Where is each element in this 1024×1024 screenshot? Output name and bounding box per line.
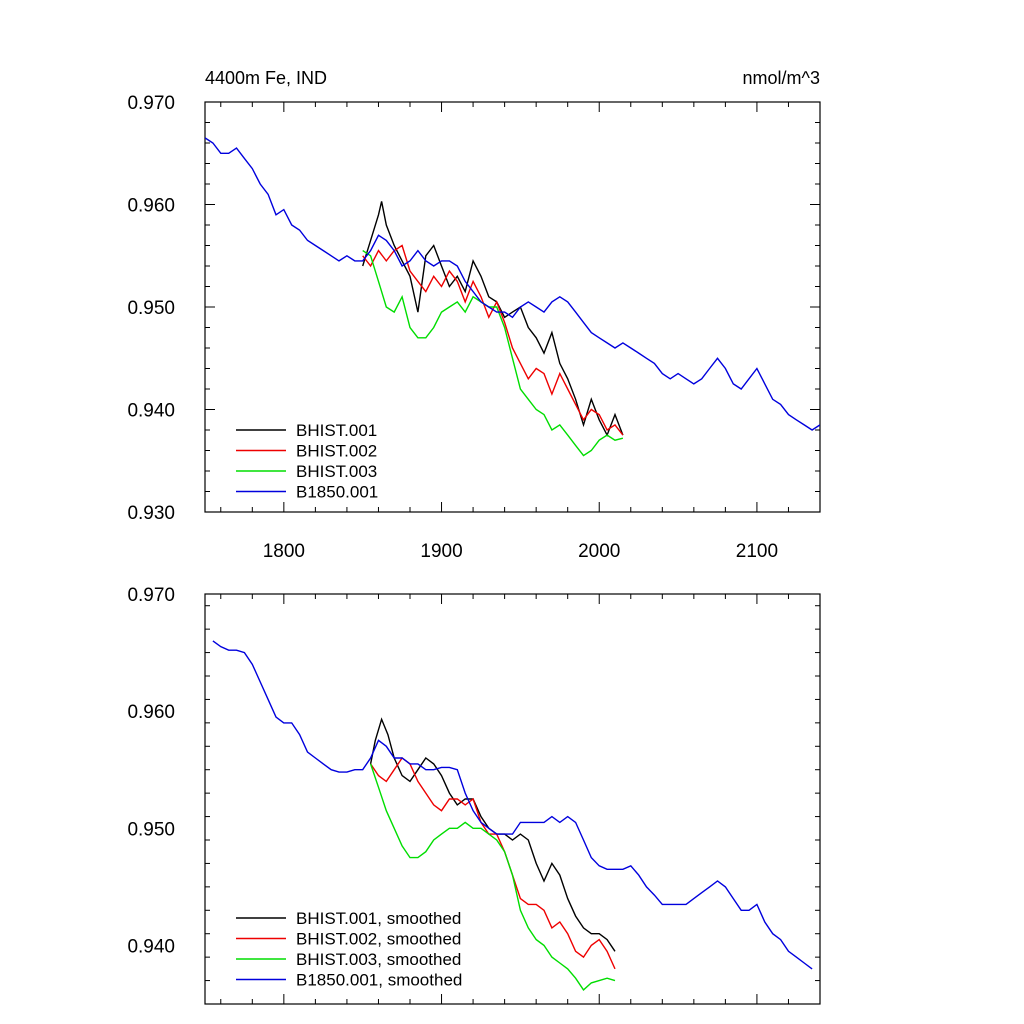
legend-label: BHIST.003, smoothed bbox=[296, 950, 461, 969]
y-tick-label: 0.960 bbox=[127, 196, 175, 217]
legend-label: BHIST.002, smoothed bbox=[296, 930, 461, 949]
legend-label: B1850.001 bbox=[296, 483, 378, 502]
chart-title: 4400m Fe, IND bbox=[205, 68, 327, 88]
chart-panel-2: 0.940 0.950 0.960 0.970 BHIST.001, smoothed B… bbox=[127, 585, 821, 1005]
series-line-4 bbox=[212, 640, 813, 970]
y-tick-label: 0.960 bbox=[127, 702, 175, 723]
chart-panel-1: 4400m Fe, IND nmol/m^3 0.930 0.940 0.950 0.96… bbox=[127, 68, 821, 562]
series-line-2 bbox=[370, 756, 616, 970]
legend-label: B1850.001, smoothed bbox=[296, 971, 462, 990]
y-tick-label: 0.950 bbox=[127, 298, 175, 319]
x-tick-label: 1800 bbox=[263, 541, 305, 562]
legend-label: BHIST.002 bbox=[296, 442, 377, 461]
series-line-1 bbox=[362, 201, 624, 437]
series-line-3 bbox=[369, 763, 616, 991]
plot-frame bbox=[204, 593, 821, 1005]
units-label: nmol/m^3 bbox=[743, 68, 820, 88]
y-tick-label: 0.930 bbox=[127, 503, 175, 524]
x-tick-label: 2000 bbox=[578, 541, 620, 562]
series-line-2 bbox=[362, 244, 624, 436]
series-line-4 bbox=[205, 137, 820, 431]
y-tick-label: 0.970 bbox=[127, 93, 175, 114]
legend-label: BHIST.001, smoothed bbox=[296, 909, 461, 928]
x-tick-label: 1900 bbox=[420, 541, 462, 562]
x-tick-label: 2100 bbox=[736, 541, 778, 562]
y-tick-label: 0.940 bbox=[127, 936, 175, 957]
y-tick-label: 0.950 bbox=[127, 819, 175, 840]
legend-label: BHIST.001 bbox=[296, 421, 377, 440]
legend-label: BHIST.003 bbox=[296, 462, 377, 481]
y-tick-label: 0.970 bbox=[127, 585, 175, 606]
series-line-3 bbox=[362, 250, 624, 457]
y-tick-label: 0.940 bbox=[127, 401, 175, 422]
